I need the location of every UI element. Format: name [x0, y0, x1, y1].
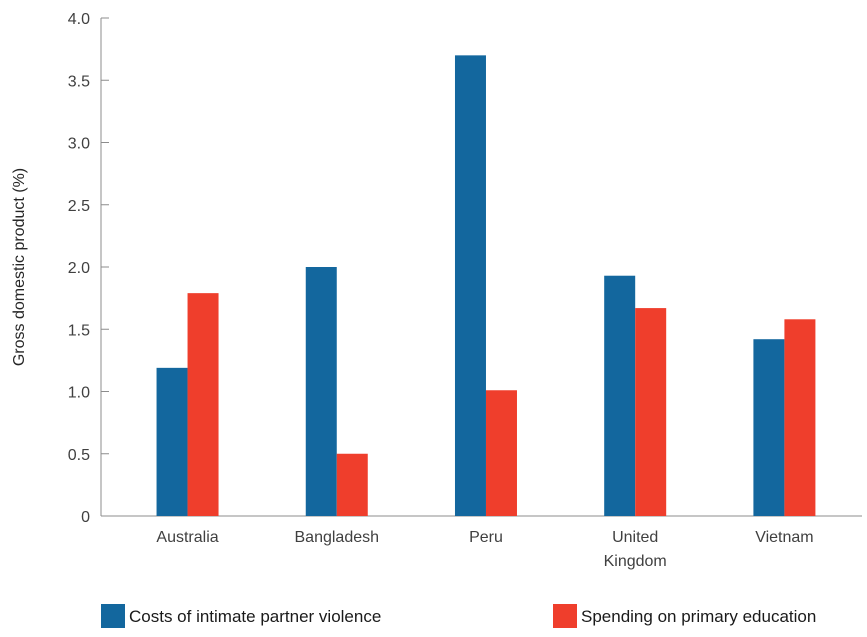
bar-ipv-cost: [454, 55, 486, 516]
x-category-label-line: Vietnam: [755, 529, 813, 546]
bar-ipv-cost: [604, 275, 636, 516]
bar-primary-education: [485, 390, 517, 516]
y-tick-label: 1.0: [68, 385, 90, 402]
x-category-label: Vietnam: [755, 529, 813, 546]
legend-label: Spending on primary education: [581, 607, 816, 626]
labels: 0 0.5 1.0 1.5 2.0 2.5 3.0 3.5 4.0 Gross domestic …: [11, 11, 814, 570]
y-axis-title: Gross domestic product (%): [11, 168, 28, 366]
bar-primary-education: [187, 293, 219, 516]
bar-primary-education: [635, 308, 667, 516]
y-tick-label: 2.5: [68, 198, 90, 215]
bar-primary-education: [784, 319, 816, 516]
y-tick-label: 2.0: [68, 260, 90, 277]
x-category-label-line: Kingdom: [604, 553, 667, 570]
x-category-label-line: United: [612, 529, 658, 546]
bar-primary-education: [336, 453, 368, 516]
bar-ipv-cost: [156, 367, 188, 516]
y-tick-label: 3.0: [68, 136, 90, 153]
legend-label: Costs of intimate partner violence: [129, 607, 381, 626]
y-tick-label: 1.5: [68, 322, 90, 339]
x-category-label-line: Bangladesh: [295, 529, 380, 546]
legend-swatch: [101, 604, 125, 628]
legend-swatch: [553, 604, 577, 628]
bar-ipv-cost: [753, 339, 785, 516]
x-category-label-line: Peru: [469, 529, 503, 546]
y-tick-label: 0: [81, 509, 90, 526]
legend: Costs of intimate partner violence Spendi…: [101, 604, 816, 628]
x-category-label: Australia: [156, 529, 218, 546]
bars: [156, 55, 816, 516]
y-tick-label: 4.0: [68, 11, 90, 28]
x-category-label: United Kingdom: [604, 529, 667, 570]
bar-ipv-cost: [305, 267, 337, 516]
y-tick-label: 3.5: [68, 73, 90, 90]
x-category-label: Peru: [469, 529, 503, 546]
x-category-label: Bangladesh: [295, 529, 380, 546]
y-tick-label: 0.5: [68, 447, 90, 464]
x-category-label-line: Australia: [156, 529, 218, 546]
